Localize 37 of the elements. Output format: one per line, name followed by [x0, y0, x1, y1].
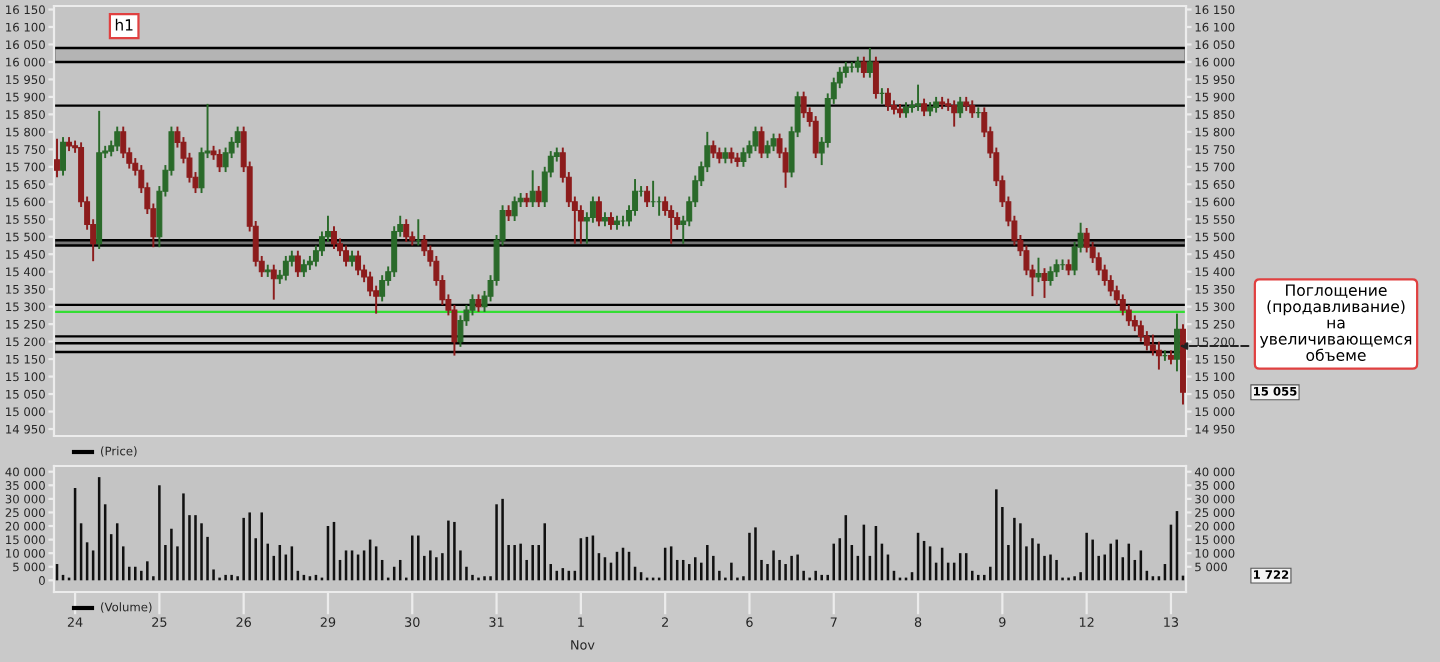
candlestick — [872, 55, 879, 100]
candlestick — [355, 249, 362, 277]
candlestick — [379, 274, 386, 303]
candlestick — [644, 185, 651, 208]
candlestick — [957, 95, 964, 119]
candlestick — [294, 249, 301, 278]
candlestick — [529, 169, 536, 208]
candlestick — [812, 115, 819, 160]
candlestick — [114, 125, 121, 153]
candlestick — [535, 185, 542, 208]
candlestick — [740, 146, 747, 168]
candlestick — [752, 125, 759, 153]
candlestick — [282, 254, 289, 282]
candlestick — [860, 55, 867, 79]
candlestick — [1155, 340, 1162, 371]
candlestick — [915, 83, 922, 112]
candlestick — [216, 148, 223, 174]
candlestick — [54, 137, 60, 179]
candlestick — [1174, 312, 1180, 373]
candlestick — [1035, 256, 1042, 284]
candlestick — [403, 218, 410, 243]
candlestick — [595, 195, 602, 228]
candlestick — [60, 136, 66, 177]
candlestick — [1137, 319, 1144, 343]
candlestick — [866, 46, 873, 79]
candlestick — [270, 263, 277, 301]
candlestick — [951, 99, 958, 128]
candlestick — [668, 204, 675, 245]
candlestick — [800, 90, 807, 119]
candlestick — [884, 87, 891, 112]
candlestick — [331, 225, 337, 250]
candlestick — [758, 125, 765, 160]
candlestick — [343, 244, 349, 268]
candlestick — [577, 204, 584, 245]
candlestick — [1041, 267, 1048, 299]
candlestick — [1047, 265, 1054, 287]
candlestick — [511, 195, 518, 222]
